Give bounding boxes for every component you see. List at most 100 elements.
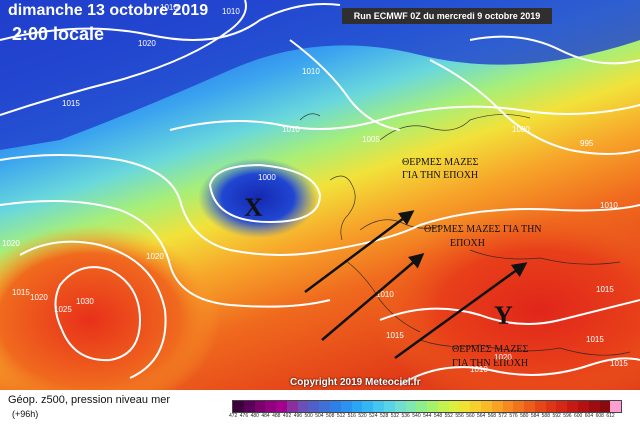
isobar-label: 1015	[610, 359, 628, 368]
high-pressure-marker: Υ	[494, 301, 513, 330]
isobar-label: 1000	[512, 125, 530, 134]
scale-swatch: 484	[261, 401, 277, 419]
low-pressure-marker: Χ	[244, 193, 263, 222]
scale-swatch: 564	[477, 401, 492, 419]
scale-tick-label: 528	[379, 413, 389, 419]
scale-swatch: 500	[304, 401, 320, 419]
model-run-label: Run ECMWF 0Z du mercredi 9 octobre 2019	[342, 8, 552, 24]
scale-swatch: 472	[229, 401, 244, 419]
scale-tick-label: 536	[401, 413, 410, 419]
scale-tick-label: 480	[250, 413, 259, 419]
scale-tick-label: 600	[574, 413, 583, 419]
low-pressure-core	[198, 158, 318, 238]
scale-swatch: 508	[326, 401, 341, 419]
scale-tick-label: 492	[282, 413, 292, 419]
scale-swatch: 476	[240, 401, 255, 419]
scale-swatch: 596	[563, 401, 578, 419]
forecast-time: 2:00 locale	[12, 24, 105, 44]
scale-swatch: 524	[369, 401, 384, 419]
scale-swatch: 600	[574, 401, 589, 419]
scale-tick-label: 592	[552, 413, 561, 419]
scale-tick-label: 512	[336, 413, 346, 419]
scale-tick-label: 516	[347, 413, 356, 419]
annotation-text: ΓΙΑ ΤΗΝ ΕΠΟΧΗ	[452, 358, 528, 369]
weather-map: 1010 1010 1020 1015 1010 1005 1000 995 1…	[0, 0, 640, 390]
scale-swatch: 612	[606, 401, 622, 419]
isobar-label: 1015	[62, 99, 80, 108]
scale-swatch: 560	[466, 401, 481, 419]
scale-tick-label: 496	[293, 413, 303, 419]
scale-tick-label: 540	[412, 413, 421, 419]
scale-tick-label: 500	[304, 413, 313, 419]
scale-tick-label: 604	[584, 413, 594, 419]
isobar-label: 1010	[470, 365, 488, 374]
scale-tick-label: 564	[476, 413, 486, 419]
scale-tick-label: 568	[487, 413, 497, 419]
scale-swatch: 540	[412, 401, 428, 419]
legend-title: Géop. z500, pression niveau mer	[8, 394, 171, 406]
isobar-label: 1020	[146, 252, 164, 261]
isobars	[0, 0, 640, 385]
isobar-label: 1010	[222, 7, 240, 16]
isobar-label: 1030	[76, 297, 94, 306]
isobar-label: 1015	[12, 288, 30, 297]
scale-swatch: 576	[509, 401, 525, 419]
scale-swatch: 556	[455, 401, 471, 419]
isobar-label: 1025	[54, 305, 72, 314]
scale-tick-label: 596	[563, 413, 572, 419]
isobar-label: 1020	[30, 293, 48, 302]
scale-swatch: 608	[596, 401, 611, 419]
isobar-label: 1020	[494, 353, 512, 362]
lead-time: (+96h)	[12, 409, 39, 419]
scale-swatch: 480	[251, 401, 266, 419]
isobar-label: 1010	[282, 125, 300, 134]
scale-tick-label: 508	[326, 413, 335, 419]
scale-swatch: 496	[294, 401, 309, 419]
isobar-label: 1005	[362, 135, 380, 144]
scale-swatch: 592	[552, 401, 568, 419]
scale-tick-label: 472	[229, 413, 238, 419]
scale-tick-label: 588	[541, 413, 550, 419]
scale-swatch: 532	[391, 401, 406, 419]
scale-tick-label: 548	[433, 413, 443, 419]
scale-tick-label: 556	[455, 413, 464, 419]
annotation-text: ΓΙΑ ΤΗΝ ΕΠΟΧΗ	[402, 170, 478, 181]
isobar-label: 1020	[138, 39, 156, 48]
scale-tick-label: 484	[261, 413, 270, 419]
isobar-label: 1010	[376, 290, 394, 299]
scale-tick-label: 488	[272, 413, 281, 419]
scale-swatch: 544	[423, 401, 438, 419]
isobar-label: 995	[580, 139, 594, 148]
isobar-label: 1000	[258, 173, 276, 182]
warm-region-west	[0, 225, 220, 390]
isobar-label: 1015	[596, 285, 614, 294]
isobar-label: 1010	[600, 201, 618, 210]
isobar-label: 1020	[2, 239, 20, 248]
scale-tick-label: 520	[358, 413, 367, 419]
scale-tick-label: 552	[444, 413, 453, 419]
copyright: Copyright 2019 Meteociel.fr	[290, 377, 421, 388]
scale-tick-label: 576	[509, 413, 518, 419]
isobar-label: 1015	[386, 331, 404, 340]
scale-tick-label: 612	[606, 413, 615, 419]
scale-swatch: 584	[531, 401, 546, 419]
scale-tick-label: 560	[466, 413, 475, 419]
scale-swatch: 548	[434, 401, 449, 419]
scale-swatch: 552	[445, 401, 460, 419]
annotation-text: ΘΕΡΜΕΣ ΜΑΖΕΣ ΓΙΑ ΤΗΝ	[424, 224, 542, 235]
scale-tick-label: 544	[423, 413, 432, 419]
scale-tick-label: 584	[530, 413, 540, 419]
scale-tick-label: 524	[369, 413, 378, 419]
scale-swatch: 504	[315, 401, 331, 419]
isobar-label: 1015	[586, 335, 604, 344]
annotation-arrows	[304, 210, 528, 360]
isobar-label: 1010	[302, 67, 320, 76]
warm-region-east	[370, 210, 640, 390]
annotation-text: ΘΕΡΜΕΣ ΜΑΖΕΣ	[402, 157, 479, 168]
scale-swatch: 488	[272, 401, 287, 419]
forecast-date: dimanche 13 octobre 2019	[8, 2, 209, 19]
scale-tick-label: 608	[595, 413, 604, 419]
scale-tick-label: 580	[520, 413, 529, 419]
scale-swatch: 516	[348, 401, 363, 419]
